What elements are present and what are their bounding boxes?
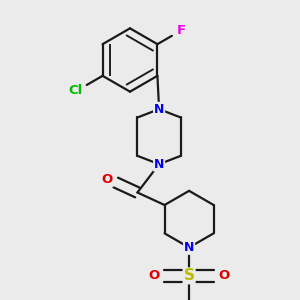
Text: O: O: [102, 173, 113, 186]
Text: O: O: [218, 269, 230, 282]
Text: Cl: Cl: [68, 84, 82, 97]
Text: O: O: [148, 269, 160, 282]
Text: N: N: [184, 241, 194, 254]
Text: N: N: [154, 158, 164, 171]
Text: N: N: [154, 103, 164, 116]
Text: S: S: [184, 268, 195, 283]
Text: F: F: [176, 24, 186, 37]
